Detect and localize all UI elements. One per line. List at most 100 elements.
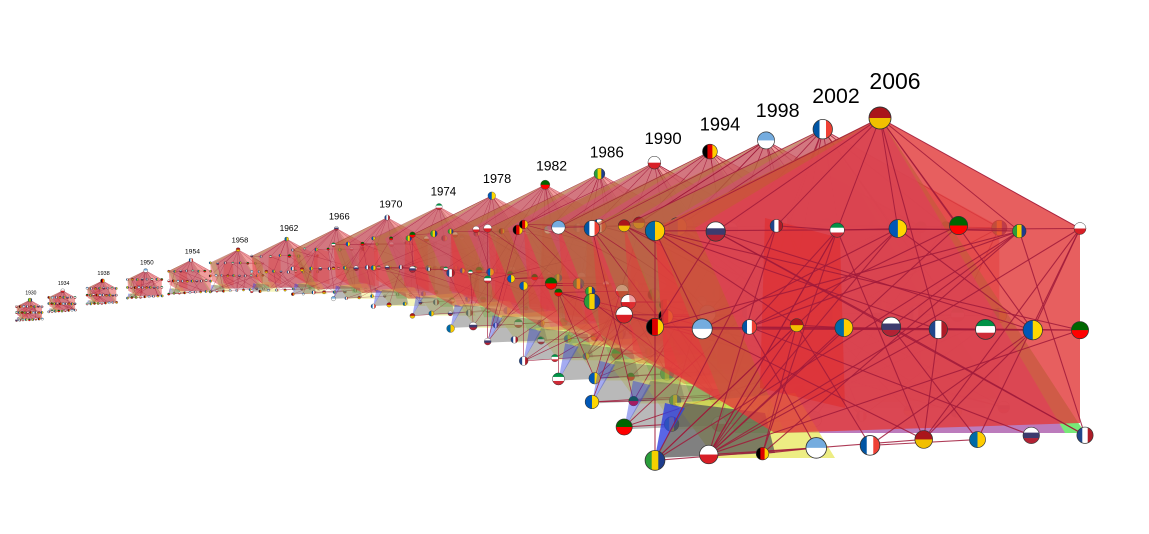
team-flag-node[interactable] <box>37 317 41 321</box>
team-flag-node[interactable] <box>31 318 34 321</box>
team-flag-node[interactable] <box>111 293 115 297</box>
team-flag-node[interactable] <box>303 247 307 251</box>
team-flag-node[interactable] <box>398 264 404 270</box>
team-flag-node[interactable] <box>384 214 391 221</box>
team-flag-node[interactable] <box>615 306 633 324</box>
team-flag-node[interactable] <box>188 291 192 294</box>
team-flag-node[interactable] <box>243 274 247 278</box>
team-flag-node[interactable] <box>64 302 68 306</box>
team-flag-node[interactable] <box>483 224 492 233</box>
team-flag-node[interactable] <box>183 291 187 295</box>
team-flag-node[interactable] <box>409 266 416 273</box>
team-flag-node[interactable] <box>342 265 347 270</box>
team-flag-node[interactable] <box>22 305 26 308</box>
team-flag-node[interactable] <box>126 278 129 281</box>
team-flag-node[interactable] <box>28 318 31 322</box>
team-flag-node[interactable] <box>148 286 152 289</box>
team-flag-node[interactable] <box>1022 320 1043 341</box>
team-flag-node[interactable] <box>370 265 376 271</box>
team-flag-node[interactable] <box>537 336 546 345</box>
team-flag-node[interactable] <box>426 267 432 272</box>
team-flag-node[interactable] <box>101 293 105 297</box>
team-flag-node[interactable] <box>17 311 21 314</box>
team-flag-node[interactable] <box>32 311 35 314</box>
team-flag-node[interactable] <box>208 261 212 265</box>
team-flag-node[interactable] <box>15 319 18 322</box>
team-flag-node[interactable] <box>370 294 374 298</box>
team-flag-node[interactable] <box>89 302 93 306</box>
team-flag-node[interactable] <box>145 286 148 289</box>
team-flag-node[interactable] <box>178 291 181 295</box>
team-flag-node[interactable] <box>73 302 77 306</box>
team-flag-node[interactable] <box>299 267 305 272</box>
team-flag-node[interactable] <box>114 293 118 297</box>
team-flag-node[interactable] <box>160 278 164 281</box>
team-flag-node[interactable] <box>74 308 77 312</box>
team-flag-node[interactable] <box>85 286 89 290</box>
team-flag-node[interactable] <box>23 311 27 315</box>
team-flag-node[interactable] <box>384 265 390 270</box>
team-flag-node[interactable] <box>519 219 529 230</box>
team-flag-node[interactable] <box>278 254 282 257</box>
team-flag-node[interactable] <box>47 310 51 314</box>
team-flag-node[interactable] <box>755 446 770 461</box>
team-flag-node[interactable] <box>859 435 881 456</box>
team-flag-node[interactable] <box>150 278 154 281</box>
team-flag-node[interactable] <box>286 270 290 274</box>
team-flag-node[interactable] <box>216 262 220 265</box>
team-flag-node[interactable] <box>70 302 74 306</box>
team-flag-node[interactable] <box>250 270 254 274</box>
team-flag-node[interactable] <box>54 295 58 299</box>
team-flag-node[interactable] <box>1012 224 1027 239</box>
team-flag-node[interactable] <box>179 269 183 273</box>
team-flag-node[interactable] <box>582 352 590 360</box>
team-flag-node[interactable] <box>185 269 189 273</box>
team-flag-node[interactable] <box>262 287 265 291</box>
team-flag-node[interactable] <box>173 270 177 273</box>
team-flag-node[interactable] <box>98 293 102 297</box>
team-flag-node[interactable] <box>111 301 115 304</box>
team-flag-node[interactable] <box>235 247 241 252</box>
team-flag-node[interactable] <box>92 293 95 297</box>
team-flag-node[interactable] <box>56 302 59 305</box>
team-flag-node[interactable] <box>215 289 219 293</box>
team-flag-node[interactable] <box>34 311 38 314</box>
team-flag-node[interactable] <box>309 266 314 271</box>
team-flag-node[interactable] <box>331 296 336 302</box>
team-flag-node[interactable] <box>26 305 29 308</box>
team-flag-node[interactable] <box>152 286 156 289</box>
team-flag-node[interactable] <box>626 372 635 381</box>
team-flag-node[interactable] <box>67 309 71 312</box>
team-flag-node[interactable] <box>292 287 295 291</box>
team-flag-node[interactable] <box>167 292 171 296</box>
team-flag-node[interactable] <box>483 275 492 284</box>
team-flag-node[interactable] <box>551 220 566 235</box>
team-flag-node[interactable] <box>172 279 175 283</box>
team-flag-node[interactable] <box>467 269 473 275</box>
team-flag-node[interactable] <box>447 228 454 235</box>
team-flag-node[interactable] <box>628 395 639 407</box>
team-flag-node[interactable] <box>249 289 254 294</box>
team-flag-node[interactable] <box>512 224 524 236</box>
team-flag-node[interactable] <box>231 261 235 265</box>
team-flag-node[interactable] <box>160 294 164 298</box>
team-flag-node[interactable] <box>107 301 111 305</box>
team-flag-node[interactable] <box>89 293 92 297</box>
team-flag-node[interactable] <box>888 219 908 238</box>
team-flag-node[interactable] <box>250 254 254 258</box>
team-flag-node[interactable] <box>322 290 326 295</box>
team-flag-node[interactable] <box>691 318 713 340</box>
team-flag-node[interactable] <box>51 296 54 300</box>
team-flag-node[interactable] <box>106 286 110 290</box>
team-flag-node[interactable] <box>409 231 416 238</box>
team-flag-node[interactable] <box>228 289 232 292</box>
team-flag-node[interactable] <box>446 268 455 278</box>
team-flag-node[interactable] <box>190 279 194 283</box>
team-flag-node[interactable] <box>108 293 112 297</box>
team-flag-node[interactable] <box>284 236 289 242</box>
team-flag-node[interactable] <box>644 450 666 471</box>
team-flag-node[interactable] <box>172 291 176 295</box>
team-flag-node[interactable] <box>137 285 141 289</box>
team-flag-node[interactable] <box>386 302 392 308</box>
team-flag-node[interactable] <box>484 337 492 346</box>
